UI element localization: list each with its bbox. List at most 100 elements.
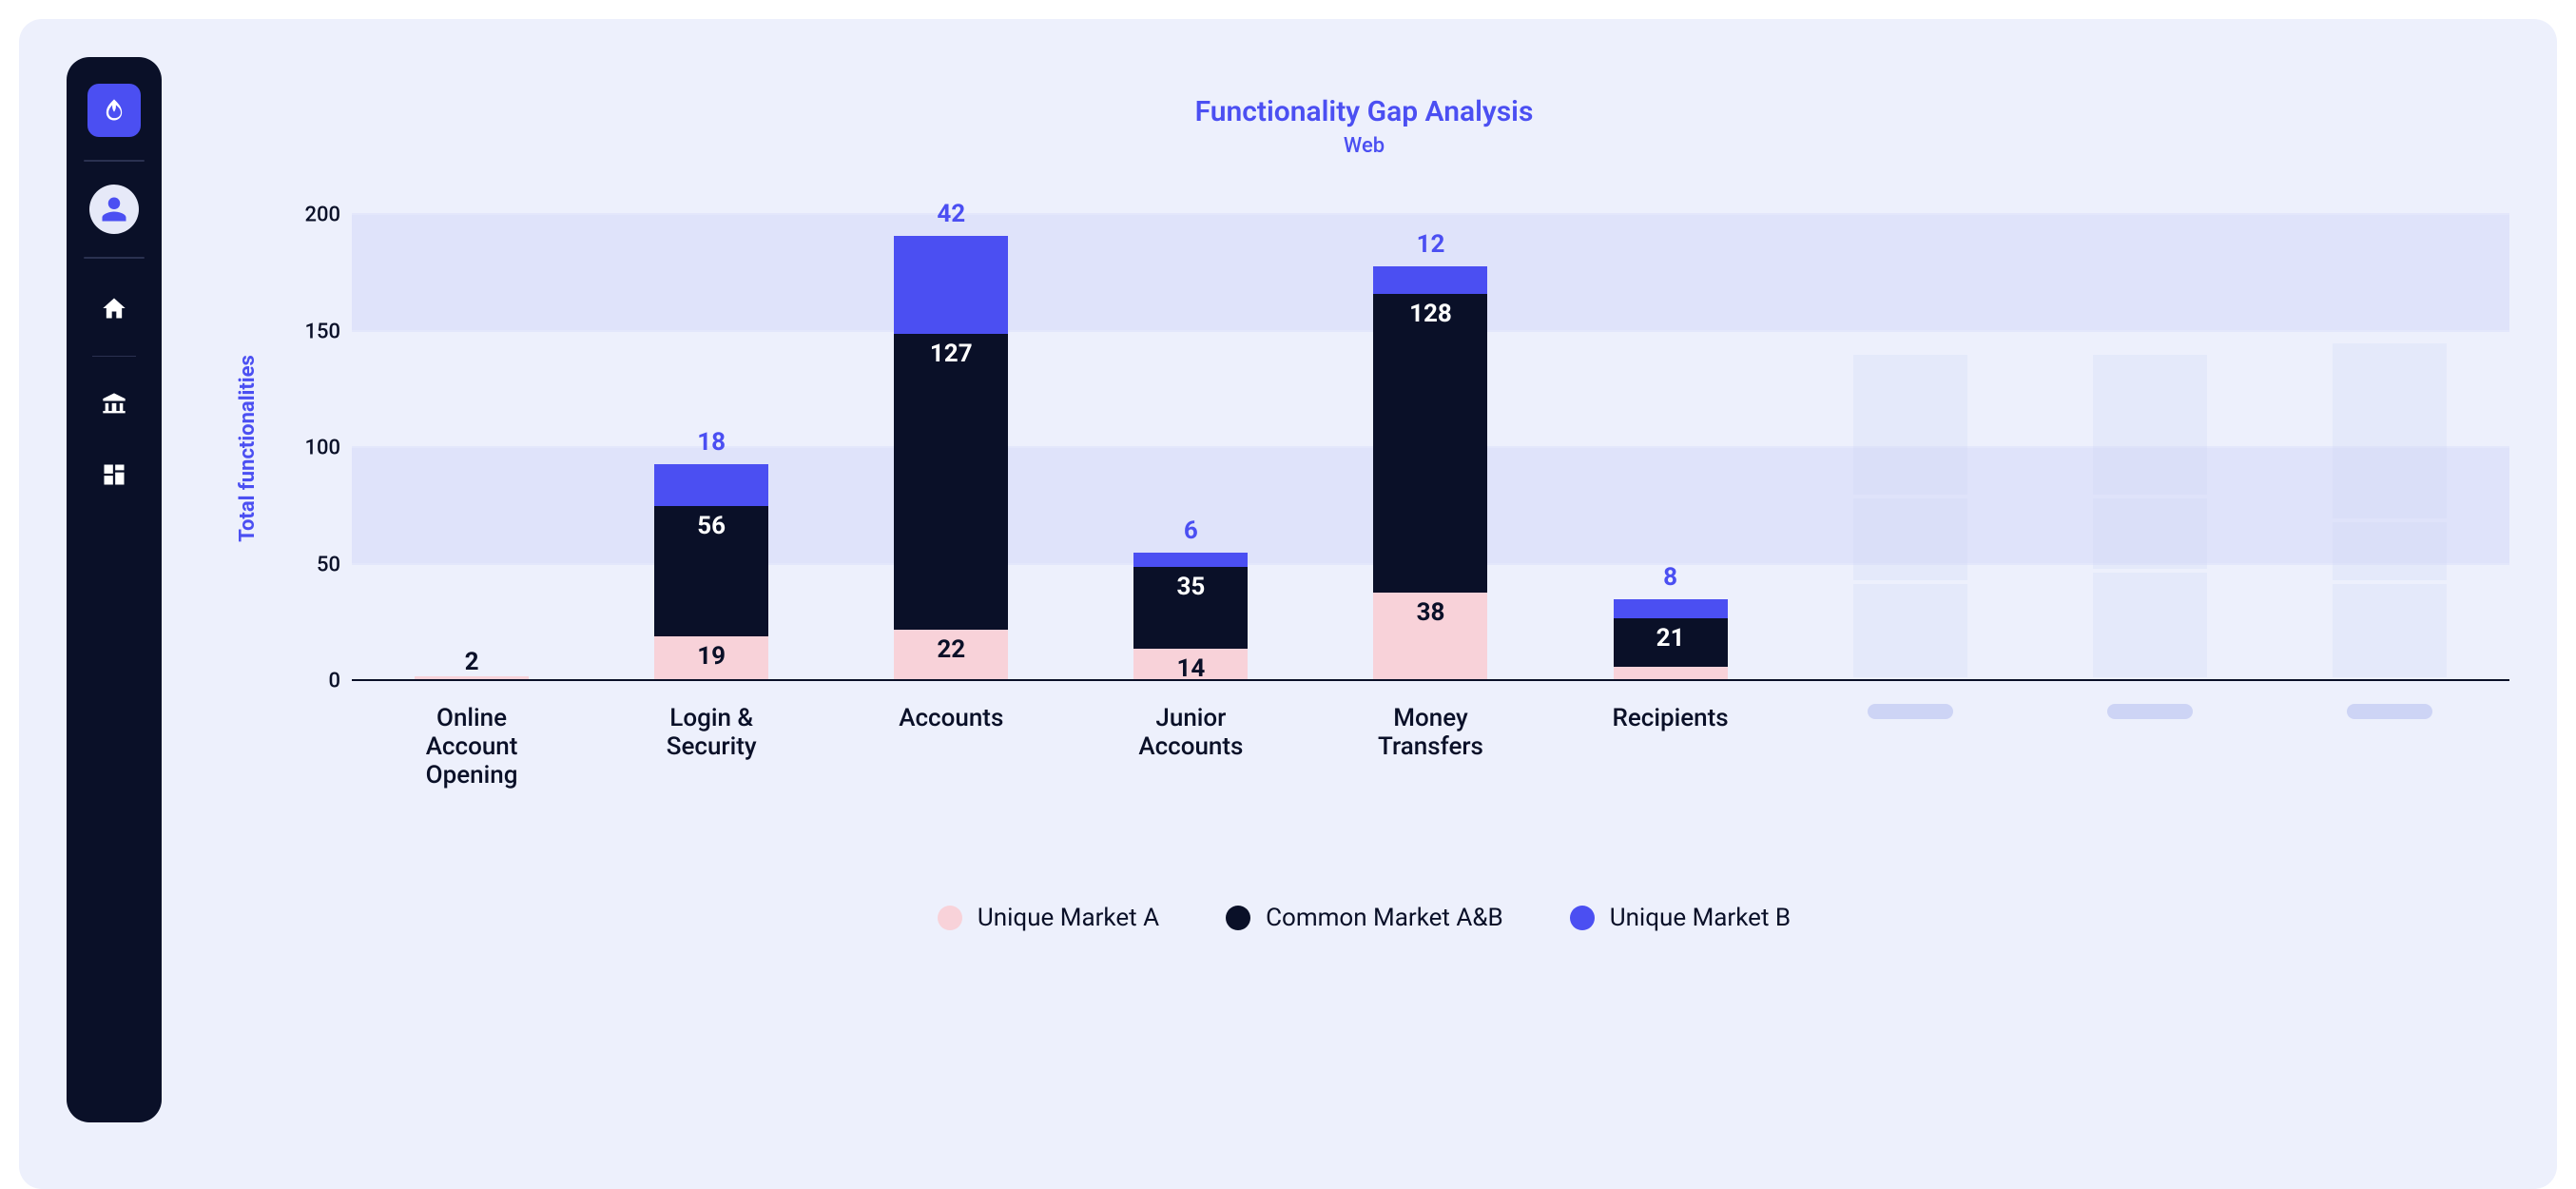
sidebar bbox=[67, 57, 162, 1122]
bar-segment-unique_a: 19 bbox=[654, 636, 768, 681]
app-logo[interactable] bbox=[87, 84, 141, 137]
bar-segment-unique_a bbox=[2333, 584, 2447, 677]
bar-segment-common bbox=[1853, 498, 1967, 580]
bar-value-label: 14 bbox=[1176, 649, 1205, 683]
sidebar-avatar[interactable] bbox=[89, 185, 139, 234]
bar-column: 6218 bbox=[1551, 215, 1791, 681]
y-tick-label: 100 bbox=[304, 437, 340, 460]
bar-value-label: 128 bbox=[1409, 294, 1452, 328]
y-axis-label-wrap: Total functionalities bbox=[219, 215, 276, 681]
bar-stack: 19 5618 bbox=[654, 464, 768, 681]
category-label: Login &Security bbox=[591, 704, 831, 789]
bar-column: 195618 bbox=[591, 215, 831, 681]
legend-item: Unique Market A bbox=[938, 904, 1159, 932]
legend-label: Common Market A&B bbox=[1266, 904, 1503, 932]
category-label-ghost bbox=[1791, 704, 2030, 789]
bar-segment-unique_a: 22 bbox=[894, 630, 1008, 681]
legend-label: Unique Market B bbox=[1610, 904, 1791, 932]
category-label: Accounts bbox=[831, 704, 1071, 789]
bar-column bbox=[2270, 215, 2509, 681]
bar-value-label: 8 bbox=[1614, 563, 1728, 592]
bar-value-label: 2 bbox=[415, 642, 529, 676]
y-axis-label: Total functionalities bbox=[236, 355, 260, 542]
sidebar-item-home[interactable] bbox=[87, 282, 141, 335]
category-label: OnlineAccountOpening bbox=[352, 704, 591, 789]
bank-icon bbox=[101, 391, 127, 418]
category-label: MoneyTransfers bbox=[1310, 704, 1550, 789]
bar-stack: 14 356 bbox=[1133, 553, 1248, 681]
chart-area: Functionality Gap Analysis Web Total fun… bbox=[219, 57, 2509, 1122]
sidebar-item-institution[interactable] bbox=[87, 378, 141, 431]
user-icon bbox=[100, 195, 128, 224]
bar-value-label: 21 bbox=[1656, 618, 1685, 653]
sidebar-item-dashboard[interactable] bbox=[87, 448, 141, 501]
legend-item: Unique Market B bbox=[1570, 904, 1791, 932]
bar-column bbox=[1791, 215, 2030, 681]
bar-segment-unique_b: 8 bbox=[1614, 599, 1728, 618]
bar-segment-unique_b bbox=[1853, 355, 1967, 495]
bar-stack: 38 12812 bbox=[1373, 266, 1487, 681]
bar-value-label: 42 bbox=[894, 200, 1008, 228]
bar-segment-unique_b bbox=[2093, 355, 2207, 495]
chart-titles: Functionality Gap Analysis Web bbox=[219, 95, 2509, 158]
x-axis-baseline bbox=[352, 679, 2509, 681]
y-axis-ticks: 050100150200 bbox=[276, 215, 352, 681]
legend-swatch bbox=[1570, 906, 1595, 930]
y-tick-label: 200 bbox=[304, 204, 340, 227]
bar-segment-unique_b: 42 bbox=[894, 236, 1008, 334]
legend-swatch bbox=[938, 906, 962, 930]
bar-segment-common: 35 bbox=[1133, 567, 1248, 649]
legend-label: Unique Market A bbox=[978, 904, 1159, 932]
home-icon bbox=[101, 295, 127, 322]
bar-value-label: 12 bbox=[1373, 230, 1487, 259]
bar-segment-unique_b bbox=[2333, 343, 2447, 518]
legend: Unique Market A Common Market A&B Unique M… bbox=[219, 904, 2509, 932]
category-label-ghost bbox=[2270, 704, 2509, 789]
bar-column: 14356 bbox=[1071, 215, 1310, 681]
bar-segment-unique_a bbox=[2093, 573, 2207, 677]
bar-value-label: 6 bbox=[1133, 517, 1248, 545]
category-labels: OnlineAccountOpeningLogin &SecurityAccou… bbox=[352, 704, 2509, 789]
bar-stack: 6218 bbox=[1614, 599, 1728, 681]
bar-segment-unique_a: 14 bbox=[1133, 649, 1248, 681]
bar-value-label: 19 bbox=[697, 636, 726, 671]
bar-segment-common: 128 bbox=[1373, 294, 1487, 593]
bar-column: 22 12742 bbox=[831, 215, 1071, 681]
plot: 219561822127421435638128126218 bbox=[352, 215, 2509, 681]
bar-value-label: 18 bbox=[654, 428, 768, 457]
bar-segment-common: 21 bbox=[1614, 618, 1728, 667]
bar-segment-common: 56 bbox=[654, 506, 768, 636]
app-frame: Functionality Gap Analysis Web Total fun… bbox=[19, 19, 2557, 1189]
bar-column bbox=[2030, 215, 2270, 681]
leaf-icon bbox=[101, 97, 127, 124]
category-label-ghost bbox=[2030, 704, 2270, 789]
category-label: Recipients bbox=[1551, 704, 1791, 789]
legend-swatch bbox=[1226, 906, 1250, 930]
legend-item: Common Market A&B bbox=[1226, 904, 1503, 932]
plot-inner: 219561822127421435638128126218 bbox=[352, 215, 2509, 681]
bar-value-label: 35 bbox=[1176, 567, 1205, 601]
bars-row: 219561822127421435638128126218 bbox=[352, 215, 2509, 681]
y-tick-label: 50 bbox=[317, 553, 340, 576]
bar-segment-unique_b: 18 bbox=[654, 464, 768, 506]
bar-value-label: 56 bbox=[697, 506, 726, 540]
bar-value-label: 22 bbox=[937, 630, 965, 664]
grid-icon bbox=[101, 461, 127, 488]
bar-segment-unique_b: 12 bbox=[1373, 266, 1487, 294]
bar-column: 3812812 bbox=[1310, 215, 1550, 681]
bar-stack: 22 12742 bbox=[894, 236, 1008, 681]
bar-value-label: 38 bbox=[1417, 593, 1445, 627]
bar-stack-ghost bbox=[2093, 355, 2207, 681]
bar-segment-common: 127 bbox=[894, 334, 1008, 630]
sidebar-sep bbox=[84, 160, 145, 162]
bar-segment-unique_b: 6 bbox=[1133, 553, 1248, 567]
sidebar-sep bbox=[84, 257, 145, 259]
bar-value-label: 127 bbox=[930, 334, 973, 368]
bar-segment-common bbox=[2333, 522, 2447, 580]
bar-stack-ghost bbox=[2333, 343, 2447, 681]
chart-title: Functionality Gap Analysis bbox=[219, 95, 2509, 128]
bar-stack-ghost bbox=[1853, 355, 1967, 681]
bar-segment-unique_a bbox=[1853, 584, 1967, 677]
chart-subtitle: Web bbox=[219, 134, 2509, 158]
sidebar-thin-sep bbox=[92, 356, 136, 357]
